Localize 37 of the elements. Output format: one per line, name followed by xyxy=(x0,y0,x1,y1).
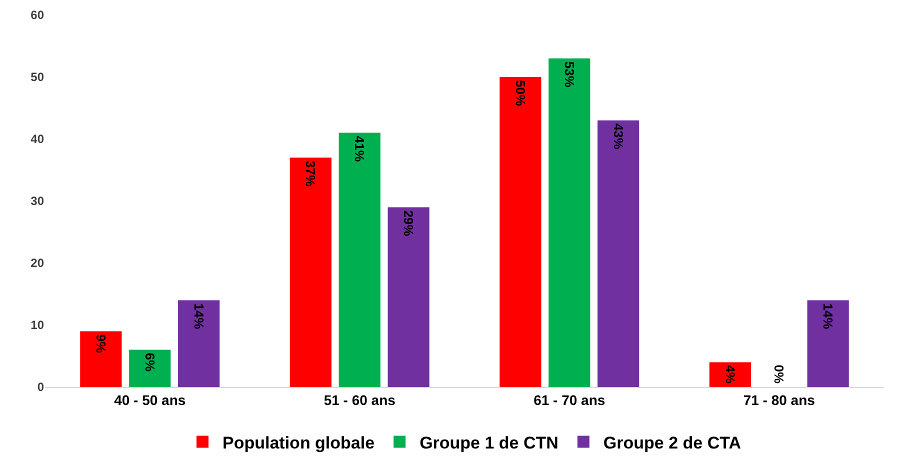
data-label: 14% xyxy=(820,303,836,330)
bar xyxy=(709,362,751,387)
bar xyxy=(500,77,542,387)
bar xyxy=(290,158,332,387)
data-label: 14% xyxy=(191,303,206,330)
data-label: 43% xyxy=(610,123,626,150)
y-tick-label: 30 xyxy=(30,194,44,208)
data-label: 4% xyxy=(722,365,737,384)
data-label: 53% xyxy=(562,61,577,88)
x-tick-label: 51 - 60 ans xyxy=(324,392,396,408)
bar xyxy=(80,331,122,387)
data-label: 41% xyxy=(352,136,368,162)
data-label: 0% xyxy=(772,364,787,384)
bar xyxy=(598,120,640,387)
y-tick-label: 0 xyxy=(37,380,44,394)
data-label: 50% xyxy=(512,80,528,106)
x-tick-label: 71 - 80 ans xyxy=(743,392,816,408)
legend-label: Groupe 2 de CTA xyxy=(603,433,742,452)
x-tick-label: 40 - 50 ans xyxy=(114,392,186,408)
bar xyxy=(178,300,220,387)
y-tick-label: 10 xyxy=(30,318,44,332)
bar xyxy=(807,300,849,387)
data-label: 9% xyxy=(93,334,108,354)
data-label: 29% xyxy=(401,210,416,237)
x-tick-label: 61 - 70 ans xyxy=(534,392,606,408)
legend-label: Groupe 1 de CTN xyxy=(420,433,558,452)
bar xyxy=(548,58,590,387)
data-label: 6% xyxy=(142,352,158,372)
y-tick-label: 40 xyxy=(30,132,44,146)
y-tick-label: 60 xyxy=(30,8,44,22)
y-tick-label: 20 xyxy=(30,256,44,270)
bar xyxy=(129,350,171,387)
y-tick-label: 50 xyxy=(30,70,44,84)
bar xyxy=(388,207,430,387)
legend-label: Population globale xyxy=(222,433,375,452)
bar xyxy=(338,132,380,387)
data-label: 37% xyxy=(303,160,318,188)
